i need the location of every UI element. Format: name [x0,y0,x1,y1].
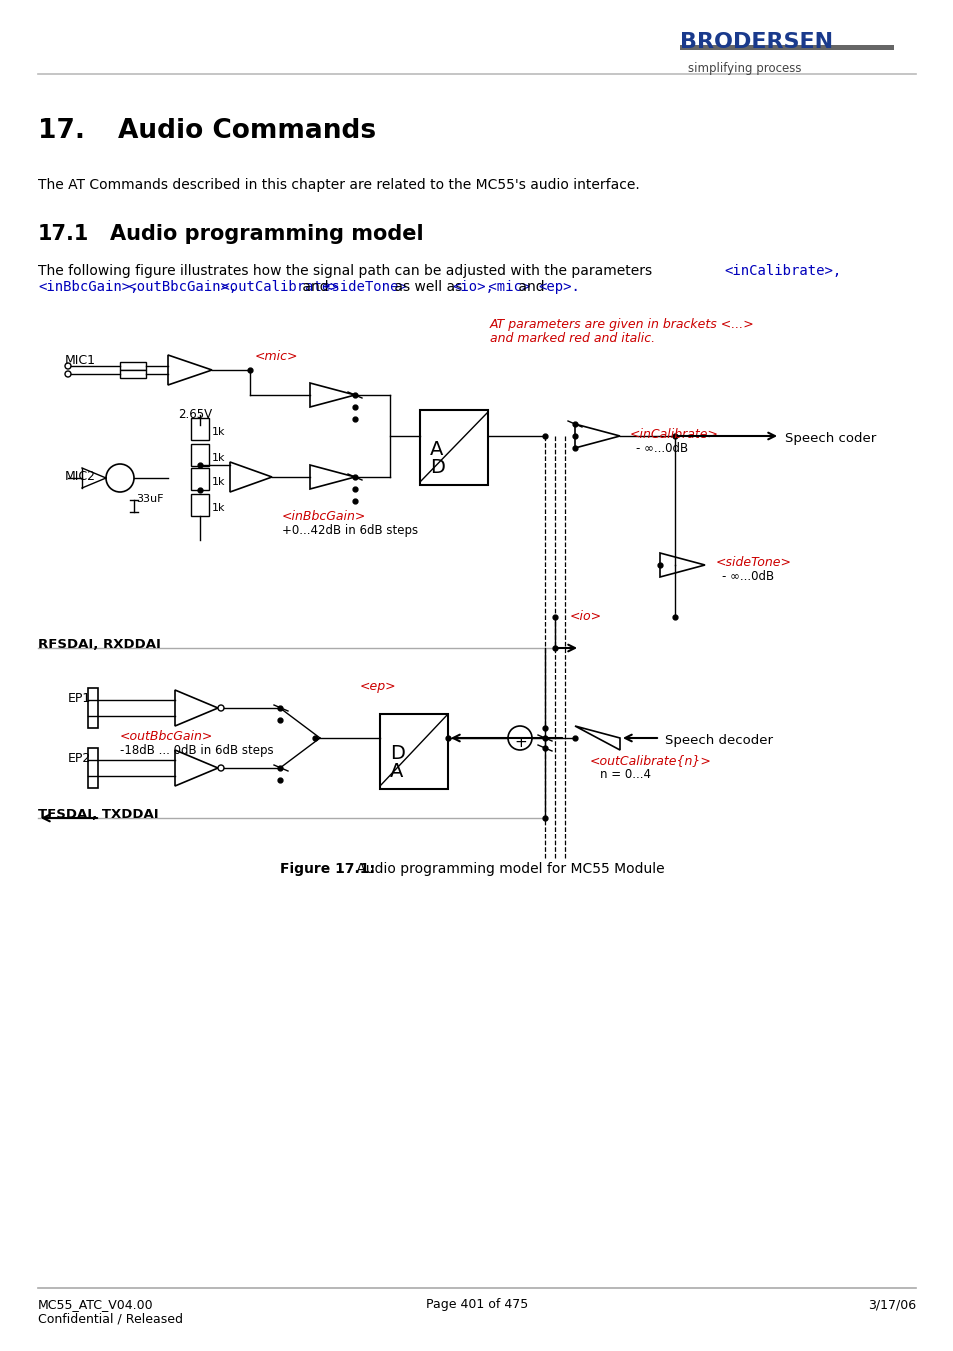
Text: - ∞...0dB: - ∞...0dB [721,570,773,584]
Polygon shape [575,424,619,449]
Text: 1k: 1k [212,427,225,436]
Text: -18dB ... 0dB in 6dB steps: -18dB ... 0dB in 6dB steps [120,744,274,757]
Text: - ∞...0dB: - ∞...0dB [636,442,687,455]
Circle shape [218,705,224,711]
Text: A: A [430,440,443,459]
Bar [191,417,209,440]
Text: <outCalibrate>: <outCalibrate> [213,280,338,295]
Text: 3/17/06: 3/17/06 [867,1298,915,1310]
Bar [679,45,893,50]
Text: <ep>: <ep> [359,680,396,693]
Text: TFSDAI, TXDDAI: TFSDAI, TXDDAI [38,808,158,821]
Text: <inCalibrate>,: <inCalibrate>, [723,263,841,278]
Bar [120,362,146,370]
Polygon shape [575,725,619,750]
Text: <sideTone>: <sideTone> [323,280,406,295]
Text: 17.: 17. [38,118,85,145]
Text: Audio programming model for MC55 Module: Audio programming model for MC55 Module [352,862,664,875]
Circle shape [507,725,532,750]
Text: <inCalibrate>: <inCalibrate> [629,428,719,440]
Text: <outCalibrate{n}>: <outCalibrate{n}> [589,754,711,767]
Text: 2.65V: 2.65V [178,408,212,422]
Text: The following figure illustrates how the signal path can be adjusted with the pa: The following figure illustrates how the… [38,263,656,278]
Polygon shape [168,355,212,385]
Text: Confidential / Released: Confidential / Released [38,1312,183,1325]
Text: <ep>.: <ep>. [537,280,579,295]
Bar [120,370,146,378]
Text: D: D [430,458,444,477]
Text: <mic>: <mic> [479,280,530,295]
Text: as well as: as well as [390,280,466,295]
Text: <io>: <io> [569,611,601,623]
Circle shape [65,372,71,377]
Text: Audio Commands: Audio Commands [118,118,375,145]
Polygon shape [174,750,218,786]
Text: D: D [390,744,404,763]
Polygon shape [310,382,355,407]
Text: n = 0...4: n = 0...4 [599,767,650,781]
Text: EP2: EP2 [68,753,91,765]
Text: RFSDAI, RXDDAI: RFSDAI, RXDDAI [38,638,161,651]
Text: Speech decoder: Speech decoder [664,734,772,747]
Text: <io>,: <io>, [452,280,494,295]
Text: 1k: 1k [212,453,225,463]
Text: and: and [514,280,548,295]
Text: EP1: EP1 [68,692,91,705]
Text: 33uF: 33uF [136,494,163,504]
Polygon shape [230,462,272,492]
Text: MIC1: MIC1 [65,354,96,367]
Circle shape [65,363,71,369]
Text: MC55_ATC_V04.00: MC55_ATC_V04.00 [38,1298,153,1310]
Bar [379,713,448,789]
Polygon shape [659,553,704,577]
Text: 1k: 1k [212,503,225,513]
Text: MIC2: MIC2 [65,470,96,484]
Text: 17.1: 17.1 [38,224,90,245]
Text: Speech coder: Speech coder [784,432,876,444]
Text: and marked red and italic.: and marked red and italic. [490,332,655,345]
Bar [191,444,209,466]
Text: BRODERSEN: BRODERSEN [679,32,832,51]
Circle shape [106,463,133,492]
Bar [191,467,209,490]
Text: <outBbcGain>,: <outBbcGain>, [120,280,237,295]
Text: +: + [514,735,526,750]
Text: <outBbcGain>: <outBbcGain> [120,730,213,743]
Text: and: and [297,280,333,295]
Text: <inBbcGain>,: <inBbcGain>, [38,280,138,295]
Polygon shape [174,690,218,725]
Text: A: A [390,762,403,781]
Text: Figure 17.1:: Figure 17.1: [280,862,375,875]
Text: Page 401 of 475: Page 401 of 475 [425,1298,528,1310]
Text: <mic>: <mic> [254,350,298,363]
Bar [419,409,488,485]
Text: <inBbcGain>: <inBbcGain> [282,509,366,523]
Bar [191,494,209,516]
Text: AT parameters are given in brackets <...>: AT parameters are given in brackets <...… [490,317,754,331]
Text: Audio programming model: Audio programming model [110,224,423,245]
Text: 1k: 1k [212,477,225,486]
Text: The AT Commands described in this chapter are related to the MC55's audio interf: The AT Commands described in this chapte… [38,178,639,192]
Polygon shape [310,465,355,489]
Bar [88,688,98,728]
Circle shape [218,765,224,771]
Text: simplifying process: simplifying process [687,62,801,76]
Text: +0...42dB in 6dB steps: +0...42dB in 6dB steps [282,524,417,536]
Text: <sideTone>: <sideTone> [716,557,791,569]
Bar [88,748,98,788]
